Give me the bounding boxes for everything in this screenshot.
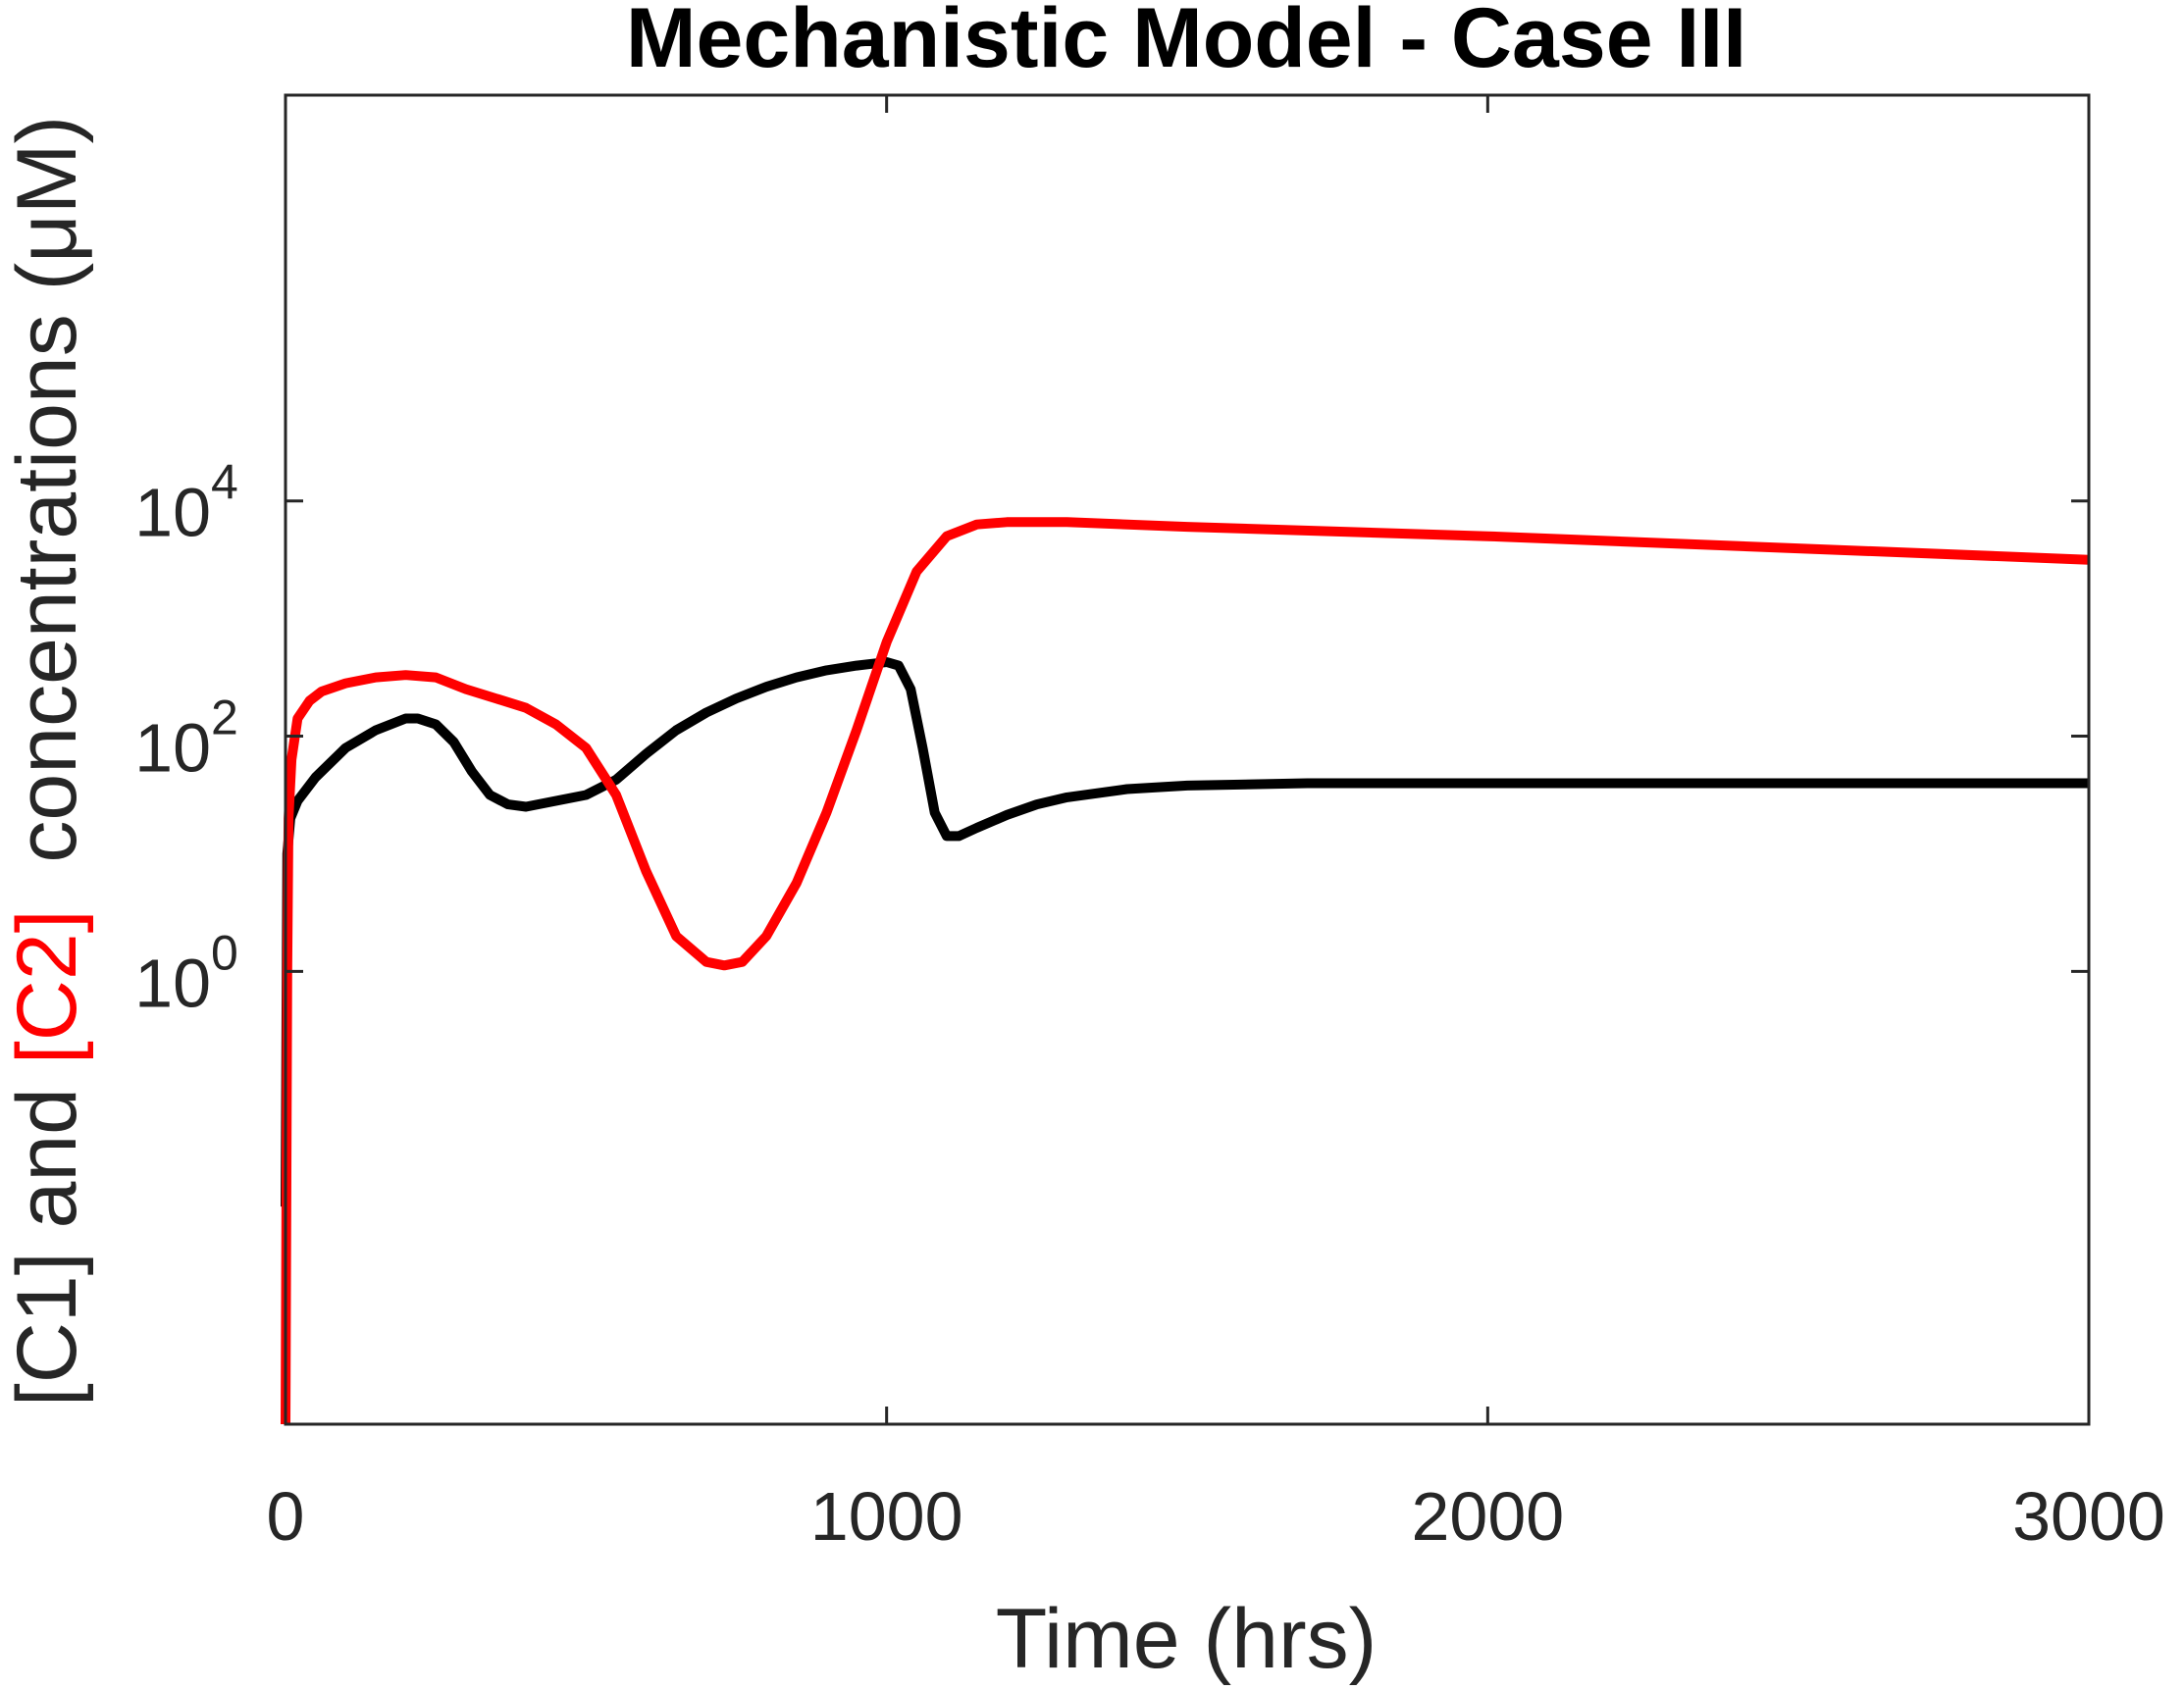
y-tick-label: 100: [134, 925, 238, 1021]
y-axis-label: [C1] and [C2] concentrations (μM): [0, 116, 94, 1407]
x-tick-labels: 0 1000 2000 3000: [267, 1478, 2165, 1555]
y-label-part: [C2]: [0, 909, 94, 1064]
series-layer: [281, 517, 2090, 1425]
series-line-1: [281, 657, 2089, 1207]
y-label-part: [C1]: [0, 1252, 94, 1407]
x-tick-label: 3000: [2012, 1478, 2165, 1555]
x-axis-label: Time (hrs): [996, 1592, 1378, 1686]
x-tick-label: 1000: [810, 1478, 963, 1555]
y-tick-label: 104: [134, 455, 238, 551]
plot-area: [281, 93, 2091, 1426]
x-tick-label: 2000: [1411, 1478, 1564, 1555]
y-tick-label: 102: [134, 691, 238, 787]
plot-frame: [284, 93, 2091, 1426]
y-label-part: and: [0, 1064, 94, 1252]
series-line-2: [281, 517, 2090, 1425]
chart-title: Mechanistic Model - Case III: [626, 0, 1746, 85]
ticks-layer: [284, 95, 2091, 1424]
y-tick-labels: 100 102 104: [134, 455, 238, 1022]
y-label-part: concentrations (μM): [0, 116, 94, 909]
x-tick-label: 0: [267, 1478, 305, 1555]
